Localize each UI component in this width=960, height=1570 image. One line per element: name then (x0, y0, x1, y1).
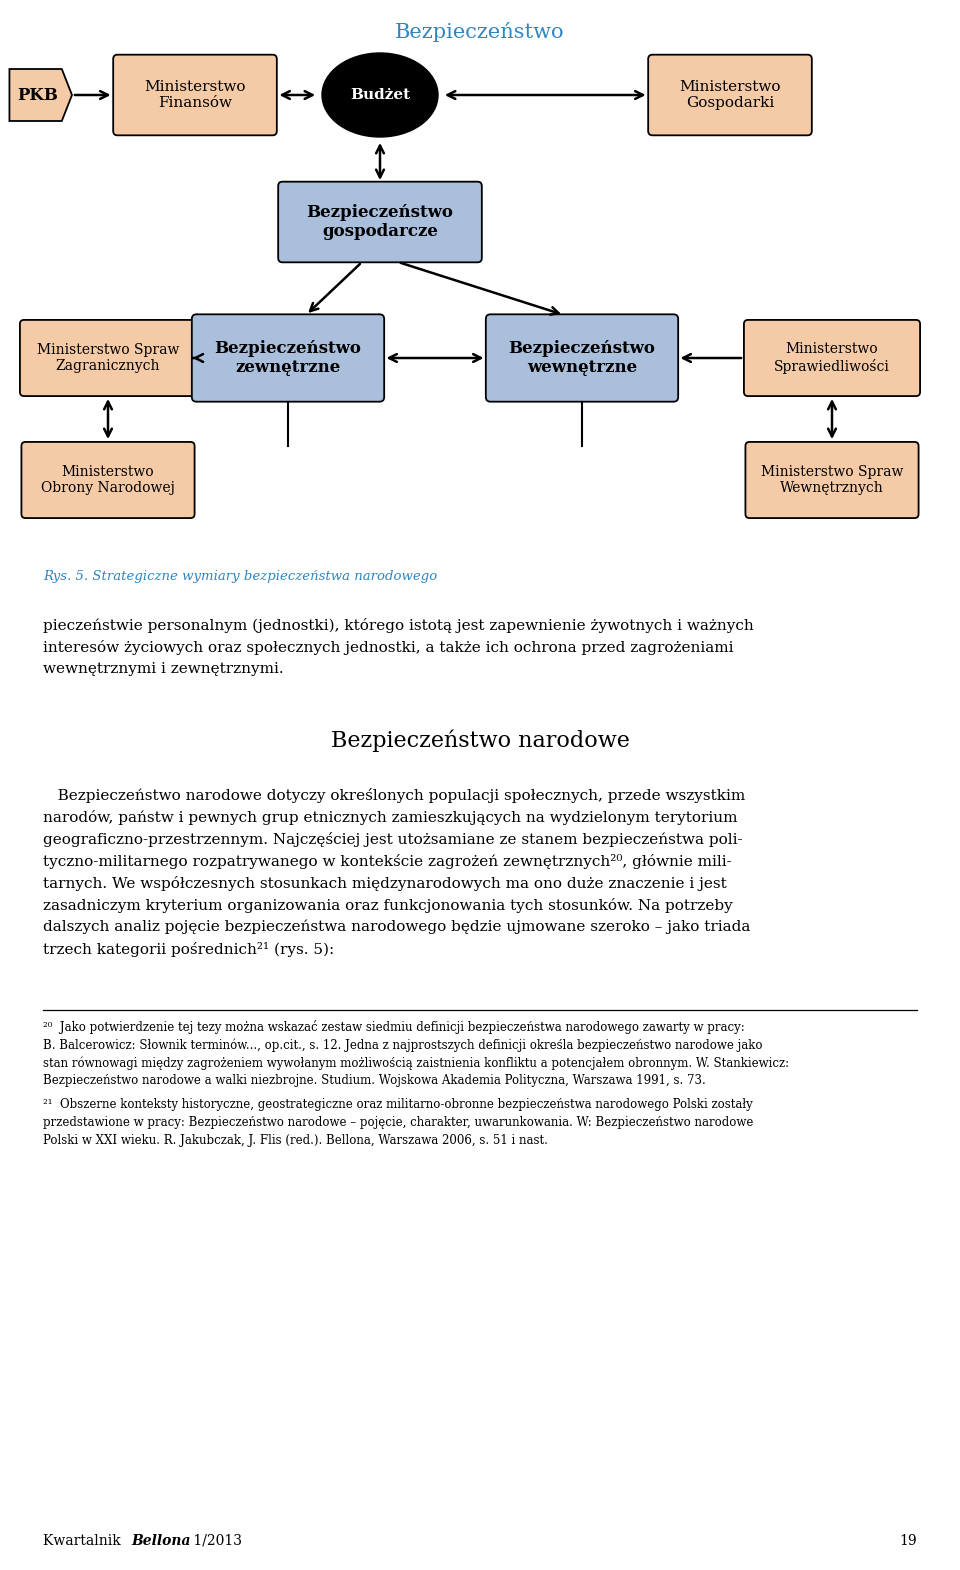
Text: dalszych analiz pojęcie bezpieczeństwa narodowego będzie ujmowane szeroko – jako: dalszych analiz pojęcie bezpieczeństwa n… (43, 920, 751, 934)
Text: Bellona: Bellona (131, 1534, 190, 1548)
Text: Ministerstwo
Finansów: Ministerstwo Finansów (144, 80, 246, 110)
Text: Bezpieczeństwo narodowe: Bezpieczeństwo narodowe (330, 730, 630, 752)
FancyBboxPatch shape (113, 55, 276, 135)
Text: geograficzno-przestrzennym. Najczęściej jest utożsamiane ze stanem bezpieczeństw: geograficzno-przestrzennym. Najczęściej … (43, 832, 743, 846)
Text: ²¹  Obszerne konteksty historyczne, geostrategiczne oraz militarno-obronne bezpi: ²¹ Obszerne konteksty historyczne, geost… (43, 1097, 753, 1112)
Text: Bezpieczeństwo
gospodarcze: Bezpieczeństwo gospodarcze (306, 204, 453, 240)
Text: Budżet: Budżet (350, 88, 410, 102)
Text: tarnych. We współczesnych stosunkach międzynarodowych ma ono duże znaczenie i je: tarnych. We współczesnych stosunkach mię… (43, 876, 727, 892)
Text: Ministerstwo
Obrony Narodowej: Ministerstwo Obrony Narodowej (41, 465, 175, 495)
Text: 1/2013: 1/2013 (189, 1534, 242, 1548)
Text: Ministerstwo Spraw
Wewnętrznych: Ministerstwo Spraw Wewnętrznych (761, 465, 903, 495)
Text: interesów życiowych oraz społecznych jednostki, a także ich ochrona przed zagroż: interesów życiowych oraz społecznych jed… (43, 641, 733, 655)
Ellipse shape (322, 53, 438, 137)
FancyBboxPatch shape (648, 55, 812, 135)
FancyBboxPatch shape (20, 320, 196, 396)
FancyBboxPatch shape (745, 441, 919, 518)
Text: Ministerstwo
Sprawiedliwości: Ministerstwo Sprawiedliwości (774, 342, 890, 374)
Text: Bezpieczeństwo: Bezpieczeństwo (396, 22, 564, 42)
Text: B. Balcerowicz: Słownik terminów..., op.cit., s. 12. Jedna z najprostszych defin: B. Balcerowicz: Słownik terminów..., op.… (43, 1038, 762, 1052)
Text: Ministerstwo Spraw
Zagranicznych: Ministerstwo Spraw Zagranicznych (36, 342, 180, 374)
Text: zasadniczym kryterium organizowania oraz funkcjonowania tych stosunków. Na potrz: zasadniczym kryterium organizowania oraz… (43, 898, 732, 914)
Text: Bezpieczeństwo narodowe a walki niezbrojne. Studium. Wojskowa Akademia Polityczn: Bezpieczeństwo narodowe a walki niezbroj… (43, 1074, 706, 1086)
FancyBboxPatch shape (21, 441, 195, 518)
Text: Rys. 5. Strategiczne wymiary bezpieczeństwa narodowego: Rys. 5. Strategiczne wymiary bezpieczeńs… (43, 570, 437, 582)
Text: Bezpieczeństwo
wewnętrzne: Bezpieczeństwo wewnętrzne (509, 339, 656, 377)
Text: 19: 19 (900, 1534, 917, 1548)
Text: Ministerstwo
Gospodarki: Ministerstwo Gospodarki (680, 80, 780, 110)
Text: wewnętrznymi i zewnętrznymi.: wewnętrznymi i zewnętrznymi. (43, 663, 283, 677)
Text: tyczno-militarnego rozpatrywanego w kontekście zagrożeń zewnętrznych²⁰, głównie : tyczno-militarnego rozpatrywanego w kont… (43, 854, 732, 870)
Text: pieczeństwie personalnym (jednostki), którego istotą jest zapewnienie żywotnych : pieczeństwie personalnym (jednostki), kt… (43, 619, 754, 633)
Text: stan równowagi między zagrożeniem wywołanym możliwością zaistnienia konfliktu a : stan równowagi między zagrożeniem wywoła… (43, 1057, 789, 1069)
FancyBboxPatch shape (192, 314, 384, 402)
Text: narodów, państw i pewnych grup etnicznych zamieszkujących na wydzielonym terytor: narodów, państw i pewnych grup etnicznyc… (43, 810, 737, 824)
FancyBboxPatch shape (744, 320, 920, 396)
FancyBboxPatch shape (486, 314, 678, 402)
FancyBboxPatch shape (278, 182, 482, 262)
Text: Kwartalnik: Kwartalnik (43, 1534, 125, 1548)
Text: PKB: PKB (17, 86, 59, 104)
Text: ²⁰  Jako potwierdzenie tej tezy można wskazać zestaw siedmiu definicji bezpiecze: ²⁰ Jako potwierdzenie tej tezy można wsk… (43, 1020, 745, 1035)
Text: Bezpieczeństwo narodowe dotyczy określonych populacji społecznych, przede wszyst: Bezpieczeństwo narodowe dotyczy określon… (43, 788, 745, 802)
Text: Polski w XXI wieku. R. Jakubczak, J. Flis (red.). Bellona, Warszawa 2006, s. 51 : Polski w XXI wieku. R. Jakubczak, J. Fli… (43, 1134, 548, 1148)
Text: Bezpieczeństwo
zewnętrzne: Bezpieczeństwo zewnętrzne (215, 339, 361, 377)
Polygon shape (10, 69, 72, 121)
Text: przedstawione w pracy: Bezpieczeństwo narodowe – pojęcie, charakter, uwarunkowan: przedstawione w pracy: Bezpieczeństwo na… (43, 1116, 754, 1129)
Text: trzech kategorii pośrednich²¹ (rys. 5):: trzech kategorii pośrednich²¹ (rys. 5): (43, 942, 334, 958)
